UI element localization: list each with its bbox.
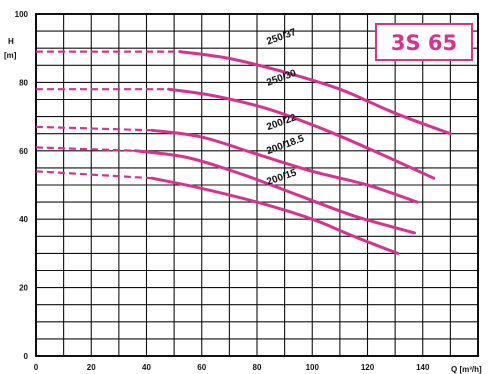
model-badge-frame xyxy=(375,23,473,61)
x-tick-label: 60 xyxy=(197,363,206,372)
y-axis-label-unit: [m] xyxy=(4,51,17,60)
x-tick-label: 80 xyxy=(253,363,262,372)
curve-200-22-dashed xyxy=(35,125,153,132)
y-tick-label: 100 xyxy=(15,10,29,19)
curve-200-18-5 xyxy=(133,149,416,235)
curve-200-22 xyxy=(150,128,419,204)
curve-label-200-18-5: 200/18.5 xyxy=(265,133,306,157)
axes xyxy=(35,13,479,357)
curve-250-30 xyxy=(167,87,436,180)
model-badge-text: 3S 65 xyxy=(391,31,457,55)
y-tick-labels: 0 20 40 60 80 100 xyxy=(15,10,29,361)
curves xyxy=(35,50,452,255)
x-tick-label: 40 xyxy=(142,363,151,372)
x-tick-label: 20 xyxy=(87,363,96,372)
x-tick-label: 0 xyxy=(34,363,39,372)
y-tick-label: 40 xyxy=(19,215,28,224)
x-tick-label: 120 xyxy=(361,363,375,372)
plot-frame xyxy=(35,13,479,357)
x-tick-label: 100 xyxy=(306,363,320,372)
y-axis-label-h: H xyxy=(8,37,14,46)
curve-250-37 xyxy=(178,50,452,136)
y-tick-label: 0 xyxy=(24,352,29,361)
curve-label-200-22: 200/22 xyxy=(265,112,298,133)
x-tick-labels: 0 20 40 60 80 100 120 140 xyxy=(34,363,430,372)
x-axis-label: Q [m³/h] xyxy=(451,365,482,374)
curve-200-15-dashed xyxy=(35,170,153,180)
y-tick-label: 80 xyxy=(19,78,28,87)
curve-200-15 xyxy=(150,176,400,255)
curve-200-18-5-dashed xyxy=(35,146,136,152)
y-tick-label: 60 xyxy=(19,147,28,156)
y-tick-label: 20 xyxy=(19,284,28,293)
curve-label-250-37: 250/37 xyxy=(265,27,298,48)
model-badge: 3S 65 xyxy=(375,23,473,61)
x-tick-label: 140 xyxy=(416,363,430,372)
